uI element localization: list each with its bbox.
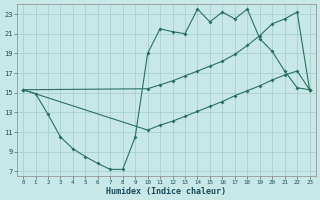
X-axis label: Humidex (Indice chaleur): Humidex (Indice chaleur)	[106, 187, 226, 196]
